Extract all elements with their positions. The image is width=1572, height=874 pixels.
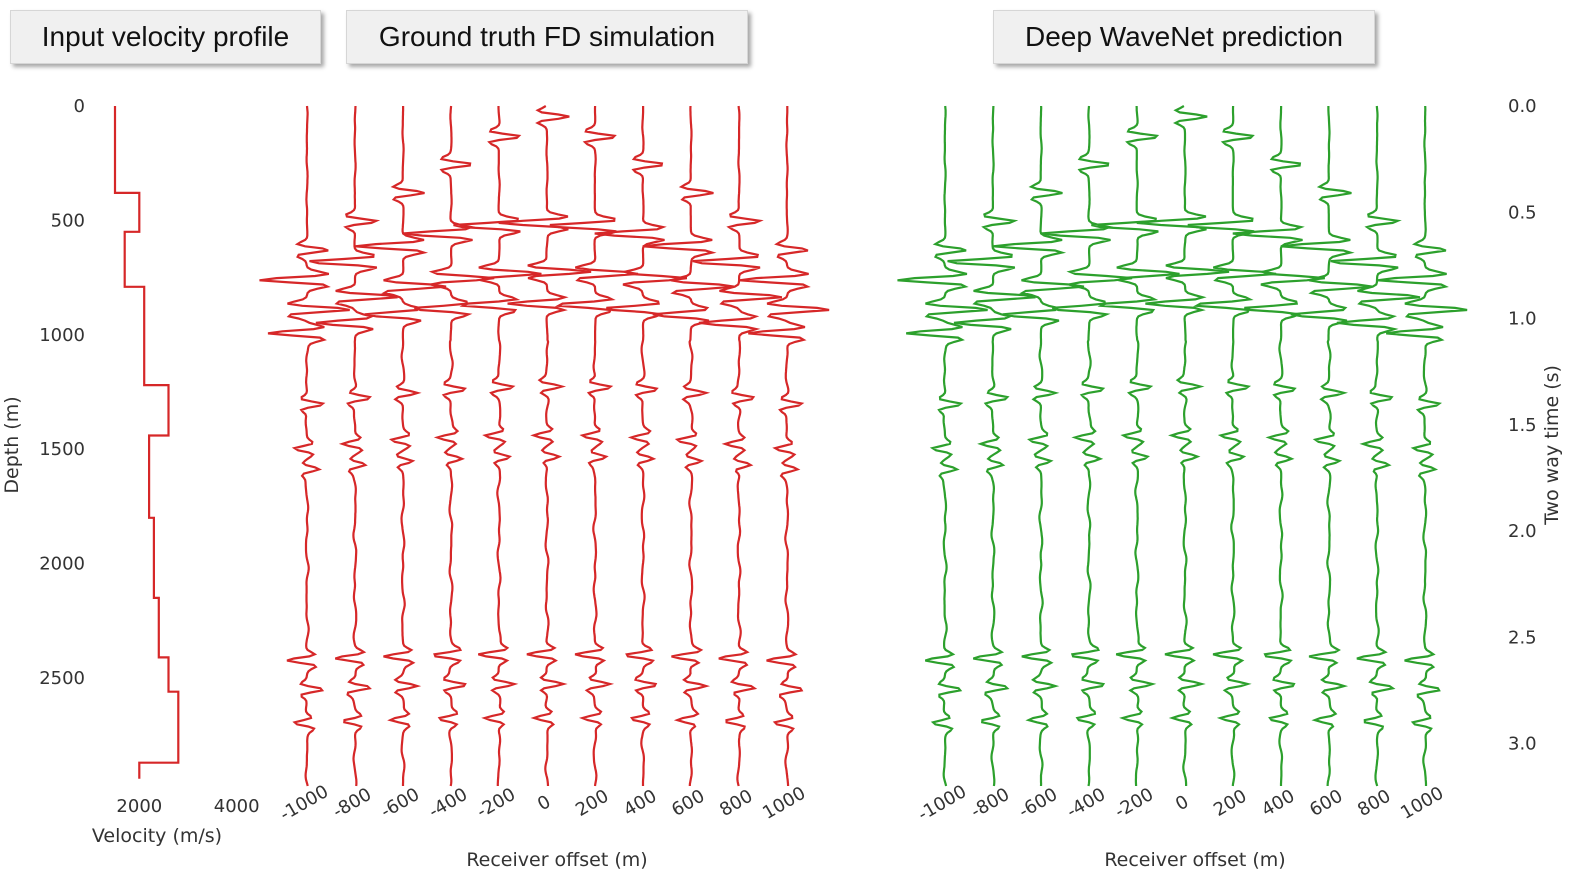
prediction-trace	[992, 105, 1085, 787]
depth-tick-label: 0	[74, 96, 85, 117]
ground-truth-offset-axis-label: Receiver offset (m)	[466, 849, 647, 871]
ground-truth-offset-tick-label: 400	[620, 786, 660, 821]
time-tick-label: 2.5	[1508, 627, 1537, 648]
prediction-trace	[897, 105, 988, 787]
ground-truth-panel-title: Ground truth FD simulation	[346, 10, 748, 64]
velocity-axis-label: Velocity (m/s)	[92, 825, 222, 847]
ground-truth-offset-tick-label: 1000	[759, 783, 809, 824]
ground-truth-trace	[453, 106, 542, 786]
prediction-offset-tick-label: 600	[1306, 786, 1346, 821]
ground-truth-offset-tick-label: -1000	[276, 781, 332, 825]
ground-truth-offset-tick-label: 200	[572, 786, 612, 821]
prediction-offset-axis-label: Receiver offset (m)	[1104, 849, 1285, 871]
two-way-time-axis-label: Two way time (s)	[1541, 365, 1563, 526]
prediction-offset-tick-label: -600	[1015, 784, 1061, 823]
prediction-offset-tick-label: 800	[1354, 786, 1394, 821]
prediction-offset-tick-label: -1000	[914, 781, 970, 825]
prediction-trace	[1377, 105, 1468, 786]
depth-tick-label: 2000	[39, 554, 85, 575]
depth-axis-label: Depth (m)	[1, 396, 23, 493]
prediction-offset-tick-label: -400	[1063, 784, 1109, 823]
ground-truth-trace	[402, 105, 495, 787]
ground-truth-offset-tick-label: 0	[534, 791, 554, 815]
ground-truth-offset-tick-label: 600	[668, 786, 708, 821]
ground-truth-trace	[642, 105, 735, 787]
velocity-panel-title: Input velocity profile	[10, 10, 321, 64]
prediction-trace	[1040, 105, 1133, 787]
velocity-tick-label: 4000	[214, 796, 260, 817]
ground-truth-offset-tick-label: -600	[377, 784, 423, 823]
ground-truth-trace	[594, 106, 688, 786]
prediction-offset-tick-label: 200	[1210, 786, 1250, 821]
ground-truth-offset-tick-label: 800	[716, 786, 756, 821]
ground-truth-trace	[354, 106, 447, 786]
prediction-trace	[1330, 105, 1421, 787]
prediction-trace	[1232, 106, 1325, 786]
ground-truth-offset-tick-label: -800	[329, 784, 375, 823]
ground-truth-trace	[549, 105, 639, 787]
ground-truth-panel: -1000-800 -600 -400 -200 0 200 400 600 800 1000 R…	[259, 105, 830, 871]
depth-tick-label: 500	[51, 210, 85, 231]
depth-tick-label: 1500	[39, 439, 85, 460]
prediction-trace	[1136, 105, 1230, 786]
ground-truth-trace	[739, 106, 830, 787]
time-tick-label: 1.5	[1508, 415, 1537, 436]
prediction-offset-tick-label: 1000	[1397, 783, 1447, 824]
prediction-panel-title: Deep WaveNet prediction	[993, 10, 1375, 64]
ground-truth-offset-tick-label: -200	[473, 784, 519, 823]
prediction-offset-tick-label: 400	[1258, 786, 1298, 821]
time-tick-label: 3.0	[1508, 734, 1537, 755]
prediction-offset-tick-label: 0	[1172, 791, 1192, 815]
time-tick-label: 1.0	[1508, 309, 1537, 330]
prediction-trace	[1091, 105, 1180, 787]
prediction-offset-tick-label: -200	[1111, 784, 1157, 823]
time-tick-label: 0.5	[1508, 202, 1537, 223]
time-tick-label: 0.0	[1508, 96, 1537, 117]
ground-truth-trace	[309, 105, 398, 787]
velocity-tick-label: 2000	[116, 796, 162, 817]
prediction-panel: -1000-800 -600 -400 -200 0 200 400 600 800 1000 R…	[897, 96, 1563, 871]
prediction-trace	[947, 105, 1036, 787]
depth-tick-label: 2500	[39, 668, 85, 689]
ground-truth-offset-tick-label: -400	[425, 784, 471, 823]
time-tick-label: 2.0	[1508, 521, 1537, 542]
depth-tick-label: 1000	[39, 325, 85, 346]
ground-truth-trace	[692, 105, 783, 787]
prediction-offset-tick-label: -800	[967, 784, 1013, 823]
ground-truth-trace	[498, 105, 592, 787]
ground-truth-trace	[259, 105, 350, 787]
prediction-trace	[1187, 105, 1277, 787]
velocity-profile-line	[113, 106, 180, 779]
prediction-trace	[1280, 106, 1373, 787]
